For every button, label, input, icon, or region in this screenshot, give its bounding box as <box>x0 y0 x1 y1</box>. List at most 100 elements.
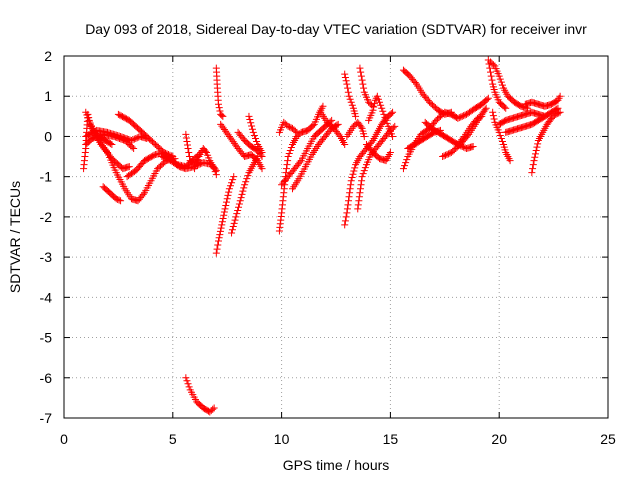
data-point <box>553 105 561 113</box>
data-point <box>285 150 293 158</box>
data-point <box>284 153 292 161</box>
data-point <box>357 123 365 131</box>
x-tick-label: 10 <box>274 431 290 447</box>
data-point <box>183 377 191 385</box>
data-point <box>253 137 261 145</box>
x-tick-label: 25 <box>600 431 616 447</box>
data-point <box>354 205 362 213</box>
data-point <box>387 110 395 118</box>
data-point <box>233 210 241 218</box>
data-point <box>218 111 226 119</box>
data-point <box>343 209 351 217</box>
data-point <box>223 195 231 203</box>
data-point <box>370 103 378 111</box>
data-point <box>457 113 465 121</box>
data-point <box>216 231 224 239</box>
y-tick-label: -5 <box>40 330 53 346</box>
data-point <box>282 165 290 173</box>
data-point <box>284 122 292 130</box>
series-trace-31 <box>399 94 492 173</box>
data-point <box>250 131 258 139</box>
data-point <box>411 79 419 87</box>
data-point <box>361 164 369 172</box>
data-point <box>163 150 171 158</box>
data-point <box>112 195 120 203</box>
data-point <box>357 68 365 76</box>
series-trace-11 <box>182 374 218 416</box>
data-point <box>215 234 223 242</box>
data-point <box>231 216 239 224</box>
data-point <box>241 181 249 189</box>
data-point <box>242 178 250 186</box>
data-point <box>344 88 352 96</box>
data-points <box>80 56 564 416</box>
data-point <box>389 132 397 140</box>
data-point <box>484 94 492 102</box>
data-point <box>192 162 200 170</box>
data-point <box>498 81 506 89</box>
data-point <box>219 214 227 222</box>
data-point <box>169 153 177 161</box>
data-point <box>102 147 110 155</box>
data-point <box>183 141 191 149</box>
data-point <box>439 153 447 161</box>
x-axis-label: GPS time / hours <box>283 457 390 473</box>
data-point <box>489 112 497 120</box>
data-point <box>478 112 486 120</box>
data-point <box>213 245 221 253</box>
data-point <box>129 136 137 144</box>
data-point <box>161 154 169 162</box>
data-point <box>344 201 352 209</box>
data-point <box>386 149 394 157</box>
data-point <box>293 128 301 136</box>
data-point <box>117 197 125 205</box>
series-trace-41 <box>502 104 562 136</box>
data-point <box>442 151 450 159</box>
data-point <box>489 61 497 69</box>
data-point <box>401 162 409 170</box>
data-point <box>164 155 172 163</box>
y-tick-label: -4 <box>40 289 53 305</box>
data-point <box>193 159 201 167</box>
data-point <box>347 181 355 189</box>
data-point <box>528 169 536 177</box>
data-point <box>481 106 489 114</box>
data-point <box>374 95 382 103</box>
data-point <box>341 221 349 229</box>
data-point <box>443 151 451 159</box>
data-point <box>360 84 368 92</box>
data-point <box>216 227 224 235</box>
data-point <box>399 165 407 173</box>
data-point <box>357 181 365 189</box>
data-point <box>359 170 367 178</box>
data-point <box>248 125 256 133</box>
data-point <box>219 112 227 120</box>
y-tick-label: -6 <box>40 370 53 386</box>
data-point <box>530 157 538 165</box>
data-point <box>240 184 248 192</box>
data-point <box>360 167 368 175</box>
data-point <box>484 56 492 64</box>
data-point <box>356 189 364 197</box>
data-point <box>248 122 256 130</box>
data-point <box>343 205 351 213</box>
data-point <box>258 149 266 157</box>
data-point <box>403 156 411 164</box>
data-point <box>554 104 562 112</box>
series-trace-25 <box>341 70 360 120</box>
data-point <box>107 140 115 148</box>
series-trace-06 <box>82 126 151 144</box>
series-trace-08 <box>123 149 177 181</box>
grid-lines <box>64 56 608 418</box>
data-point <box>125 163 133 171</box>
data-point <box>454 114 462 122</box>
data-point <box>556 108 564 116</box>
data-point <box>287 144 295 152</box>
data-point <box>319 102 327 110</box>
data-point <box>228 226 236 234</box>
x-tick-label: 20 <box>491 431 507 447</box>
series-trace-20 <box>275 118 301 136</box>
data-point <box>500 103 508 111</box>
data-point <box>341 217 349 225</box>
data-point <box>182 374 190 382</box>
